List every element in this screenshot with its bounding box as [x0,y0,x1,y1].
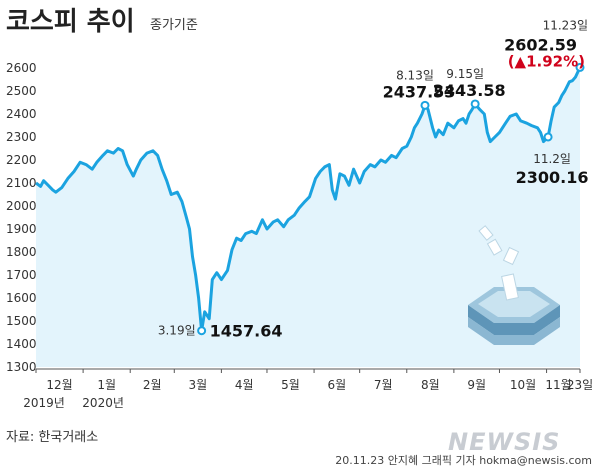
chart-title: 코스피 추이 [6,7,135,37]
x-tick-label: 4월 [235,378,254,392]
x-tick-label: 6월 [328,378,347,392]
watermark-logo: NEWSIS [448,428,560,456]
x-tick-label: 23일 [567,378,593,392]
y-tick-label: 2000 [6,199,37,213]
y-tick-label: 1400 [6,337,37,351]
annotation-value: 2300.16 [516,168,589,187]
annotation-date: 11.23일 [543,18,588,32]
plot-area: 1300 1400 1500 1600 1700 1800 1900 2000 2100 2200… [6,61,593,410]
x-tick-label: 8월 [421,378,440,392]
x-axis-year-labels: 2019년 2020년 [23,396,124,410]
x-tick-label: 9월 [467,378,486,392]
y-tick-label: 2100 [6,176,37,190]
area-fill [36,67,580,368]
annotation-value: 2602.59 [504,35,577,54]
annotation-point [543,132,553,142]
credit-line: 20.11.23 안지혜 그래픽 기자 hokma@newsis.com [335,454,592,467]
y-axis-ticks: 1300 1400 1500 1600 1700 1800 1900 2000 2100 2200… [6,61,37,374]
y-tick-label: 1800 [6,245,37,259]
x-tick-label: 1월 [97,378,116,392]
y-tick-label: 1900 [6,222,37,236]
y-tick-label: 2500 [6,84,37,98]
annotation-date: 3.19일 [158,324,196,338]
annotation-value: 2443.58 [433,81,506,100]
x-tick-label: 11월 [545,378,571,392]
x-tick-label: 10월 [510,378,536,392]
kospi-series-line [35,66,582,333]
y-tick-label: 1700 [6,268,37,282]
y-tick-label: 2300 [6,130,37,144]
y-tick-label: 2400 [6,107,37,121]
annotation-value: 2437.53 [383,82,456,101]
y-tick-label: 2600 [6,61,37,75]
annotation-date: 9.15일 [446,67,484,81]
y-tick-label: 1300 [6,360,37,374]
annotation-change: (▲1.92%) [508,52,585,70]
x-year-label: 2019년 [23,396,65,410]
annotation-date: 8.13일 [396,68,434,82]
annotation-value: 1457.64 [210,322,283,341]
illustration-hexagon-stand [468,225,560,345]
x-tick-label: 7월 [374,378,393,392]
y-tick-label: 1600 [6,291,37,305]
annotation-point [420,100,430,110]
y-tick-label: 2200 [6,153,37,167]
chart-subtitle: 종가기준 [150,18,198,33]
x-tick-label: 2월 [143,378,162,392]
annotation-point [575,62,585,72]
x-tick-label: 12월 [46,378,72,392]
x-tick-label: 3월 [188,378,207,392]
annotation-date: 11.2일 [533,152,571,166]
annotation-point [470,99,480,109]
x-year-label: 2020년 [82,396,124,410]
x-tick-label: 5월 [281,378,300,392]
annotation-point [197,326,207,336]
y-tick-label: 1500 [6,314,37,328]
source-label: 자료: 한국거래소 [6,430,98,445]
